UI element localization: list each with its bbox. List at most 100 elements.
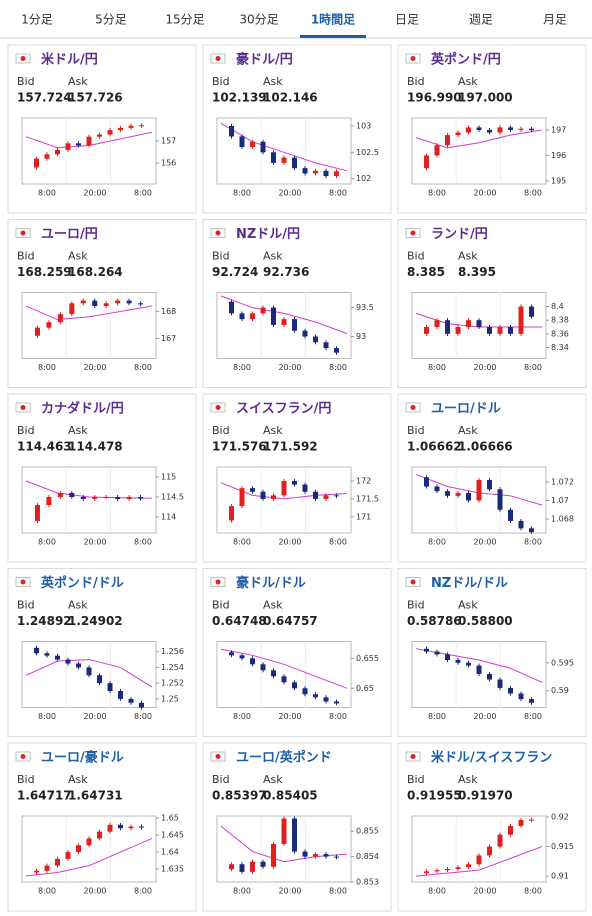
pair-name[interactable]: NZドル/円 [236,227,300,242]
moving-average [25,305,153,321]
candle [260,307,266,314]
candle [487,129,492,133]
candle [292,319,297,331]
x-tick-label: 8:00 [329,189,347,198]
y-tick-label: 171 [356,512,371,521]
flag-mark [215,230,221,236]
x-tick-label: 20:00 [473,363,496,372]
x-tick-label: 20:00 [278,189,301,198]
tab[interactable]: 月足 [543,13,567,27]
candle [334,701,339,704]
candle [445,135,450,146]
candle [497,489,503,510]
candle [271,843,276,867]
pair-name[interactable]: ユーロ/円 [41,227,98,242]
candle [455,327,461,334]
candle [250,313,255,320]
y-tick-label: 0.655 [356,654,379,663]
ask-value: 168.264 [68,265,123,279]
pair-name[interactable]: 豪ドル/円 [236,52,293,68]
y-tick-label: 1.635 [161,865,184,874]
pair-name[interactable]: ユーロ/豪ドル [41,750,124,766]
candle [229,864,234,870]
pair-name[interactable]: ユーロ/英ポンド [236,750,332,766]
ask-label: Ask [458,75,478,88]
candle [529,699,534,703]
candle [434,320,440,328]
candle [313,854,318,857]
candle [476,480,482,501]
y-tick-label: 93 [356,332,366,341]
candle [466,320,471,328]
candle [518,306,524,334]
candle [107,824,113,832]
x-tick-label: 20:00 [83,538,106,547]
candle [65,659,71,664]
x-tick-label: 8:00 [233,887,251,896]
pair-name[interactable]: 米ドル/円 [41,52,98,68]
candle [44,154,50,159]
candle [229,301,234,314]
candle [508,687,513,694]
tab[interactable]: 1分足 [21,13,53,27]
tab[interactable]: 日足 [395,13,419,27]
x-tick-label: 8:00 [38,887,56,896]
x-tick-label: 8:00 [524,189,542,198]
candle [250,861,255,872]
candle [229,652,234,656]
candle [424,477,429,487]
pair-name[interactable]: NZドル/ドル [431,576,508,591]
bid-value: 8.385 [407,265,445,279]
candle [34,505,40,521]
candle [69,303,75,315]
pair-name[interactable]: スイスフラン/円 [236,402,331,417]
pair-name[interactable]: ランド/円 [431,227,488,242]
bid-value: 168.259 [17,265,72,279]
tab[interactable]: 15分足 [165,13,204,27]
candle [103,497,109,498]
pair-name[interactable]: 英ポンド/ドル [40,575,124,591]
pair-name[interactable]: 米ドル/スイスフラン [431,750,552,766]
candle [487,673,492,680]
tab[interactable]: 30分足 [239,13,278,27]
candle [476,665,482,674]
pair-name[interactable]: 英ポンド/円 [430,52,501,68]
candle [281,818,287,844]
pair-name[interactable]: カナダドル/円 [41,401,124,417]
x-tick-label: 8:00 [524,887,542,896]
candle [44,865,50,871]
y-tick-label: 8.4 [551,302,564,311]
x-tick-label: 20:00 [473,887,496,896]
x-tick-label: 8:00 [428,363,446,372]
y-tick-label: 0.595 [551,658,574,667]
bid-label: Bid [212,75,230,88]
ask-label: Ask [68,599,88,612]
candle [281,319,287,325]
y-tick-label: 0.854 [356,852,379,861]
flag-mark [410,405,416,410]
candle [97,134,102,137]
tab[interactable]: 週足 [469,13,493,27]
candle [44,653,50,656]
chart-frame [21,117,157,185]
candle [313,491,318,499]
ask-label: Ask [458,250,478,263]
candle [487,480,492,490]
pair-name[interactable]: ユーロ/ドル [431,402,501,417]
candle [34,158,39,168]
x-tick-label: 8:00 [428,538,446,547]
tab[interactable]: 1時間足 [311,12,355,27]
candle [128,698,134,703]
candle [334,171,339,177]
candle [86,838,92,846]
candle [302,688,308,695]
y-tick-label: 8.38 [551,316,569,325]
candle [92,300,98,307]
tab[interactable]: 5分足 [95,13,127,27]
moving-average [415,846,543,877]
y-tick-label: 197 [551,125,566,134]
pair-name[interactable]: 豪ドル/ドル [236,575,306,591]
y-tick-label: 0.92 [551,813,569,822]
candle [281,676,287,683]
